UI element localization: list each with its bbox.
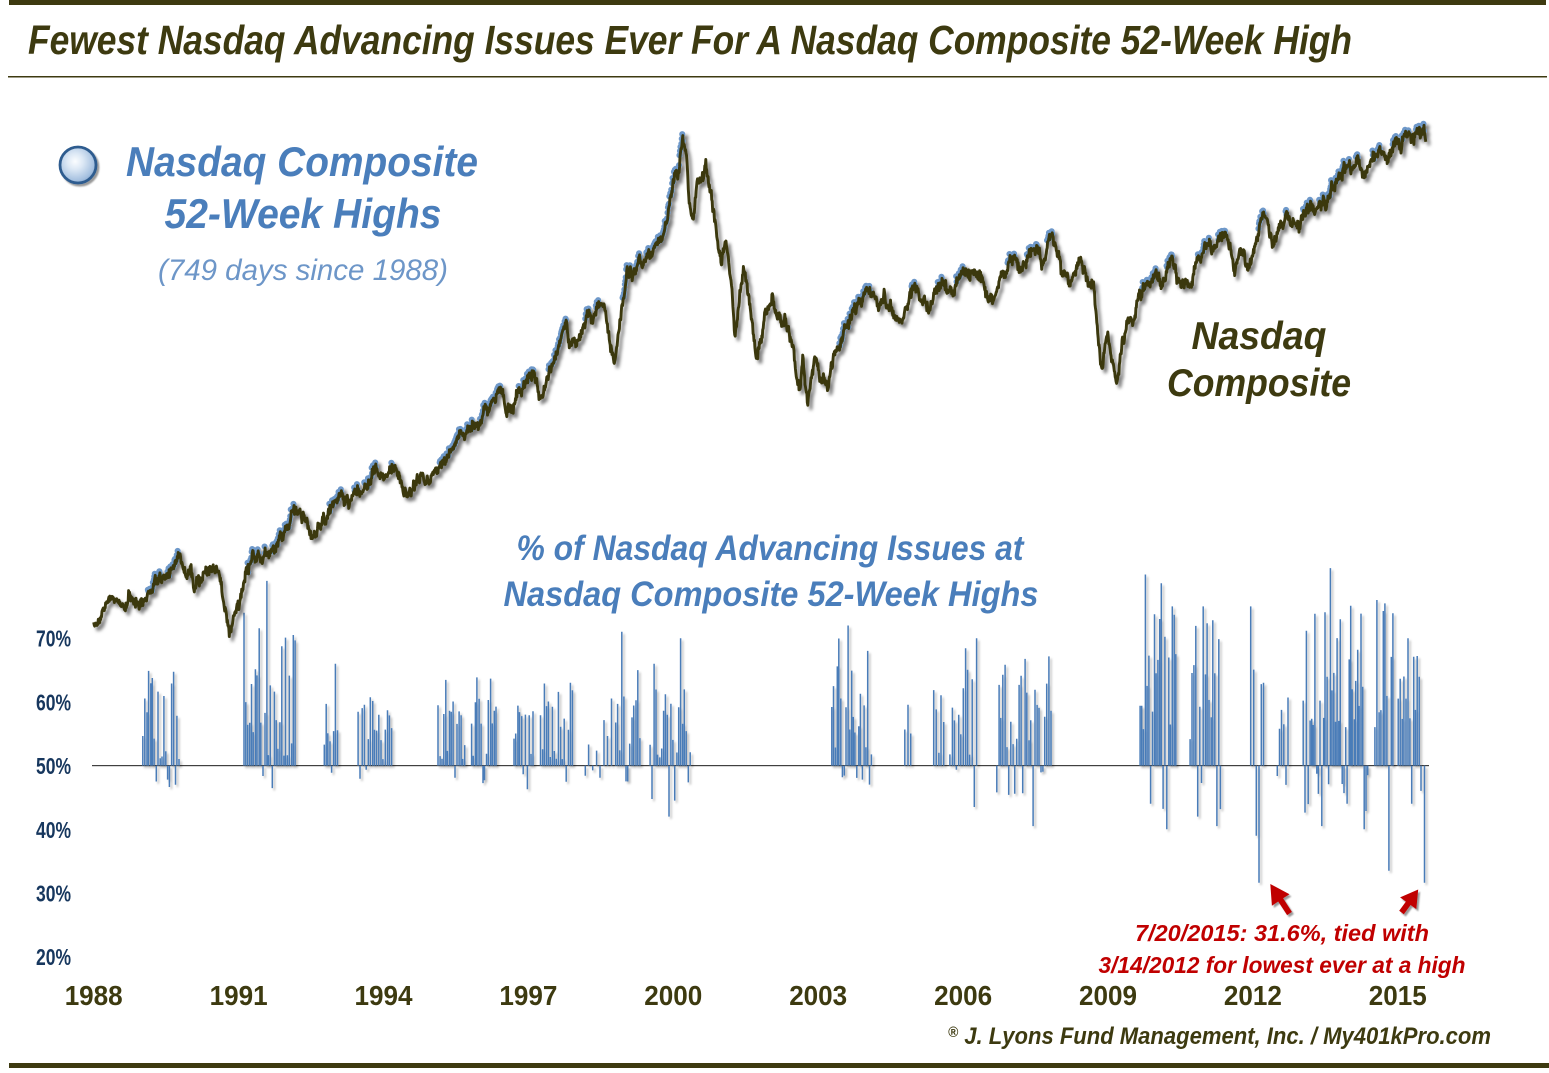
svg-text:1991: 1991 (210, 980, 268, 1011)
svg-text:Nasdaq Composite: Nasdaq Composite (126, 138, 478, 185)
svg-text:2003: 2003 (789, 980, 847, 1011)
svg-text:Nasdaq Composite 52-Week Highs: Nasdaq Composite 52-Week Highs (504, 575, 1039, 614)
svg-text:60%: 60% (36, 689, 71, 715)
svg-text:Fewest Nasdaq Advancing Issues: Fewest Nasdaq Advancing Issues Ever For … (28, 17, 1352, 63)
svg-text:% of Nasdaq Advancing Issues a: % of Nasdaq Advancing Issues at (517, 529, 1025, 568)
svg-text:7/20/2015: 31.6%, tied with: 7/20/2015: 31.6%, tied with (1135, 920, 1429, 946)
svg-text:2000: 2000 (644, 980, 702, 1011)
svg-text:70%: 70% (36, 626, 71, 652)
svg-text:Nasdaq: Nasdaq (1192, 315, 1327, 358)
svg-text:(749 days since 1988): (749 days since 1988) (158, 254, 448, 287)
svg-text:Composite: Composite (1167, 362, 1351, 405)
svg-text:2015: 2015 (1369, 980, 1427, 1011)
svg-text:3/14/2012 for lowest ever at a: 3/14/2012 for lowest ever at a high (1099, 952, 1466, 978)
svg-text:® J. Lyons Fund Management, In: ® J. Lyons Fund Management, Inc. / My401… (948, 1023, 1491, 1050)
svg-text:2006: 2006 (934, 980, 992, 1011)
svg-text:1994: 1994 (355, 980, 413, 1011)
svg-text:30%: 30% (36, 881, 71, 907)
svg-text:1988: 1988 (65, 980, 123, 1011)
svg-text:40%: 40% (36, 817, 71, 843)
svg-text:2012: 2012 (1224, 980, 1282, 1011)
svg-text:20%: 20% (36, 944, 71, 970)
svg-text:1997: 1997 (499, 980, 557, 1011)
svg-text:52-Week Highs: 52-Week Highs (165, 190, 442, 237)
svg-text:2009: 2009 (1079, 980, 1137, 1011)
svg-text:50%: 50% (36, 753, 71, 779)
